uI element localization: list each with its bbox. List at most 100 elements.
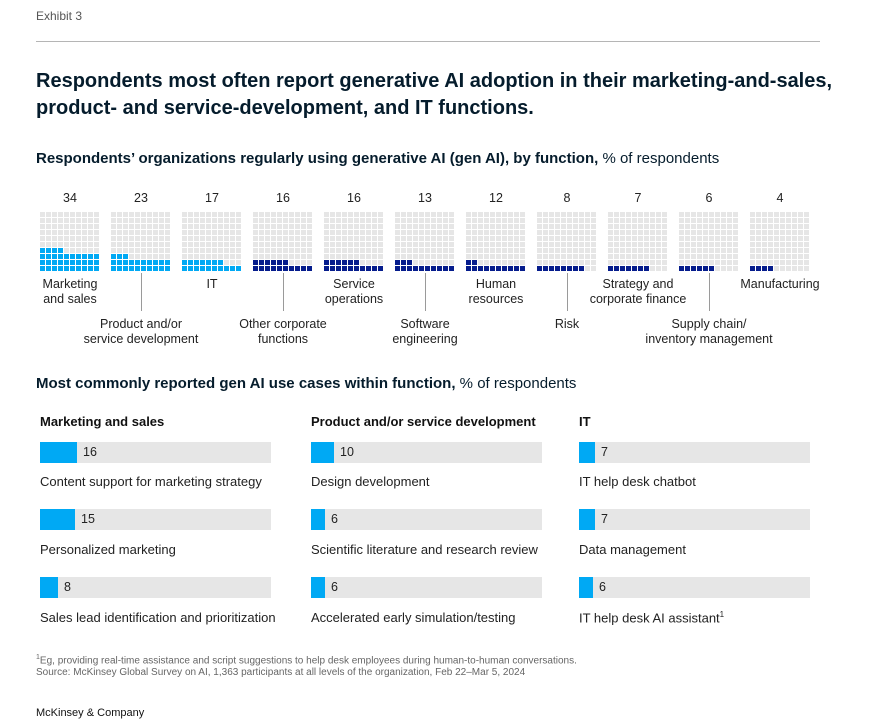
waffle-cell-empty (307, 254, 312, 259)
waffle-cell-empty (721, 260, 726, 265)
section2-title: Most commonly reported gen AI use cases … (36, 375, 576, 392)
waffle-cell-filled (644, 266, 649, 271)
waffle-cell-empty (804, 248, 809, 253)
waffle-cell-empty (212, 212, 217, 217)
waffle-cell-empty (620, 236, 625, 241)
waffle-cell-empty (484, 260, 489, 265)
waffle-cell-empty (265, 230, 270, 235)
waffle-cell-filled (165, 260, 170, 265)
waffle-cell-empty (449, 242, 454, 247)
waffle-cell-empty (324, 254, 329, 259)
waffle-cell-empty (490, 230, 495, 235)
section2-title-bold: Most commonly reported gen AI use cases … (36, 375, 456, 392)
waffle-cell-empty (378, 218, 383, 223)
waffle-cell-empty (425, 260, 430, 265)
waffle-cell-empty (656, 218, 661, 223)
waffle-cell-empty (354, 242, 359, 247)
waffle-cell-filled (354, 260, 359, 265)
waffle-cell-empty (165, 218, 170, 223)
bar-fill (40, 442, 77, 463)
waffle-cell-empty (502, 254, 507, 259)
waffle-cell-empty (697, 218, 702, 223)
waffle-cell-filled (579, 266, 584, 271)
waffle-cell-empty (194, 236, 199, 241)
waffle-cell-empty (117, 230, 122, 235)
waffle-cell-empty (135, 224, 140, 229)
waffle-cell-filled (324, 266, 329, 271)
bar-fill (579, 509, 595, 530)
waffle-cell-empty (774, 260, 779, 265)
waffle-cell-empty (585, 254, 590, 259)
waffle-cell-empty (236, 248, 241, 253)
waffle-cell-empty (484, 242, 489, 247)
waffle-cell-empty (342, 236, 347, 241)
waffle-cell-empty (40, 230, 45, 235)
bar-value-label: 15 (81, 512, 95, 526)
waffle-cell-empty (212, 218, 217, 223)
waffle-cell-empty (395, 254, 400, 259)
waffle-cell-empty (662, 266, 667, 271)
waffle-grid (608, 212, 668, 272)
waffle-cell-empty (472, 212, 477, 217)
waffle-cell-empty (135, 254, 140, 259)
waffle-cell-empty (307, 236, 312, 241)
waffle-cell-empty (762, 260, 767, 265)
waffle-cell-filled (401, 260, 406, 265)
waffle-cell-empty (182, 242, 187, 247)
waffle-cell-empty (64, 212, 69, 217)
waffle-cell-empty (277, 230, 282, 235)
waffle-cell-filled (230, 266, 235, 271)
waffle-cell-empty (236, 254, 241, 259)
waffle-cell-empty (484, 254, 489, 259)
bar-value-label: 10 (340, 445, 354, 459)
waffle-cell-empty (218, 218, 223, 223)
waffle-cell-empty (573, 212, 578, 217)
waffle-leader-line (425, 273, 426, 311)
waffle-cell-empty (342, 254, 347, 259)
waffle-cell-empty (295, 224, 300, 229)
waffle-cell-empty (573, 242, 578, 247)
waffle-cell-filled (366, 266, 371, 271)
waffle-cell-empty (656, 236, 661, 241)
waffle-cell-empty (259, 230, 264, 235)
waffle-cell-empty (679, 248, 684, 253)
waffle-cell-empty (614, 224, 619, 229)
waffle-cell-empty (614, 260, 619, 265)
waffle-cell-empty (650, 236, 655, 241)
waffle-cell-empty (650, 212, 655, 217)
waffle-cell-empty (348, 236, 353, 241)
waffle-cell-empty (508, 236, 513, 241)
waffle-cell-empty (804, 236, 809, 241)
waffle-cell-filled (117, 266, 122, 271)
waffle-cell-empty (466, 218, 471, 223)
waffle-cell-empty (419, 212, 424, 217)
waffle-cell-empty (301, 236, 306, 241)
waffle-value-label: 7 (634, 191, 642, 205)
waffle-cell-empty (585, 260, 590, 265)
waffle-cell-empty (750, 218, 755, 223)
waffle-cell-filled (466, 260, 471, 265)
waffle-cell-empty (449, 230, 454, 235)
waffle-cell-empty (626, 230, 631, 235)
waffle-cell-filled (153, 266, 158, 271)
waffle-cell-filled (141, 266, 146, 271)
waffle-cell-empty (662, 260, 667, 265)
waffle-cell-empty (265, 254, 270, 259)
waffle-cell-empty (324, 212, 329, 217)
waffle-cell-empty (419, 254, 424, 259)
waffle-cell-empty (40, 236, 45, 241)
waffle-cell-empty (579, 242, 584, 247)
waffle-cell-empty (608, 230, 613, 235)
bar-fill (311, 442, 334, 463)
waffle-cell-empty (342, 218, 347, 223)
waffle-cell-empty (656, 260, 661, 265)
waffle-cell-empty (537, 242, 542, 247)
waffle-cell-empty (709, 224, 714, 229)
waffle-cell-empty (638, 248, 643, 253)
waffle-cell-empty (218, 212, 223, 217)
waffle-cell-empty (348, 254, 353, 259)
waffle-cell-empty (591, 224, 596, 229)
waffle-cell-empty (750, 248, 755, 253)
waffle-cell-filled (360, 266, 365, 271)
waffle-cell-empty (70, 236, 75, 241)
